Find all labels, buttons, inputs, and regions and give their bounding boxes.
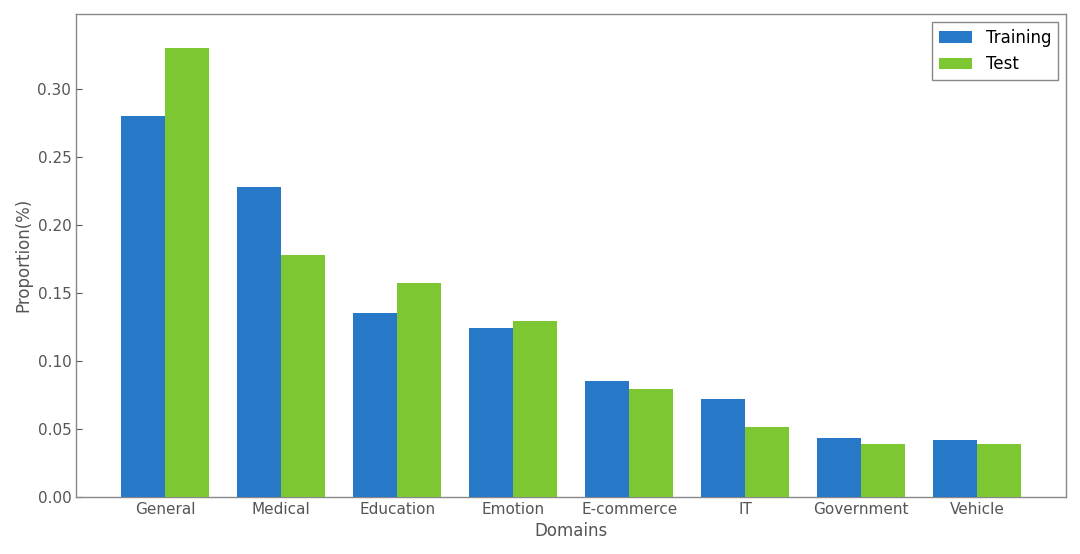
Bar: [933, 439, 977, 497]
Legend: Training, Test: Training, Test: [932, 22, 1057, 80]
Bar: [816, 438, 861, 497]
X-axis label: Domains: Domains: [535, 522, 608, 540]
Bar: [397, 283, 442, 497]
Bar: [861, 444, 905, 497]
Bar: [513, 321, 557, 497]
Bar: [281, 255, 325, 497]
Bar: [745, 427, 789, 497]
Bar: [353, 313, 397, 497]
Bar: [701, 399, 745, 497]
Bar: [585, 381, 630, 497]
Bar: [630, 389, 673, 497]
Bar: [121, 116, 165, 497]
Bar: [238, 187, 281, 497]
Y-axis label: Proportion(%): Proportion(%): [14, 198, 32, 312]
Bar: [165, 48, 210, 497]
Bar: [977, 444, 1021, 497]
Bar: [469, 328, 513, 497]
